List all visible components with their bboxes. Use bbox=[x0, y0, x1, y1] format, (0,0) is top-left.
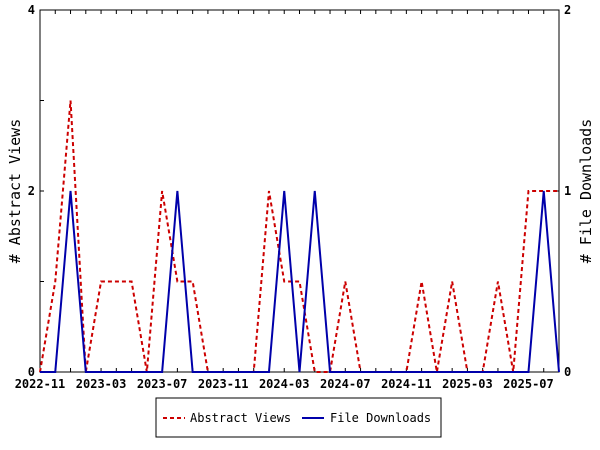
y-left-tick-0: 0 bbox=[28, 365, 35, 379]
legend: Abstract Views File Downloads bbox=[155, 397, 442, 438]
x-tick-label: 2023-07 bbox=[137, 377, 188, 391]
x-tick-label: 2022-11 bbox=[15, 377, 66, 391]
legend-label-abstract-views: Abstract Views bbox=[190, 411, 291, 425]
x-tick-label: 2023-11 bbox=[198, 377, 249, 391]
series-line-file-downloads bbox=[40, 190, 560, 373]
x-tick-label: 2024-03 bbox=[259, 377, 310, 391]
series-layer bbox=[39, 100, 560, 373]
x-tick-label: 2023-03 bbox=[76, 377, 127, 391]
y-axis-right-title: # File Downloads bbox=[577, 119, 595, 264]
x-tick-label: 2025-07 bbox=[503, 377, 554, 391]
y-left-tick-2: 4 bbox=[28, 3, 35, 17]
y-right-tick-1: 1 bbox=[564, 184, 571, 198]
x-tick-label: 2025-03 bbox=[442, 377, 493, 391]
y-left-tick-1: 2 bbox=[28, 184, 35, 198]
plot-area bbox=[39, 9, 560, 373]
y-right-tick-2: 2 bbox=[564, 3, 571, 17]
legend-label-file-downloads: File Downloads bbox=[330, 411, 431, 425]
x-tick-label: 2024-07 bbox=[320, 377, 371, 391]
x-tick-label: 2024-11 bbox=[381, 377, 432, 391]
y-axis-left-title: # Abstract Views bbox=[6, 119, 24, 264]
legend-box bbox=[155, 397, 442, 438]
y-right-tick-0: 0 bbox=[564, 365, 571, 379]
